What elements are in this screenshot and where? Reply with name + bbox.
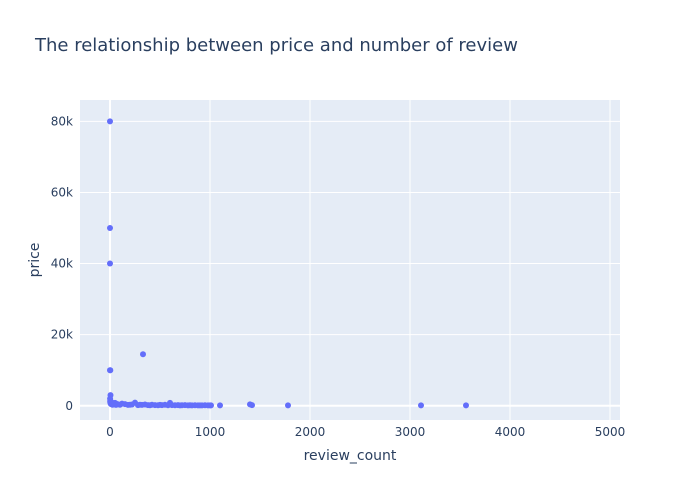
x-gridlines	[109, 100, 611, 420]
y-tick-label: 40k	[51, 257, 73, 271]
x-axis-title: review_count	[304, 448, 397, 464]
data-point	[217, 402, 223, 409]
data-point	[140, 351, 146, 358]
plot-background	[80, 100, 620, 420]
x-tick-label: 4000	[495, 425, 526, 439]
data-point	[107, 260, 113, 267]
x-tick-label: 2000	[295, 425, 326, 439]
y-tick-label: 80k	[51, 114, 73, 128]
y-tick-label: 0	[65, 399, 73, 413]
y-axis-title: price	[27, 243, 43, 278]
data-point	[107, 225, 113, 231]
y-tick-label: 20k	[51, 328, 73, 342]
y-tick-labels: 0 20k 40k 60k 80k	[51, 114, 73, 412]
x-tick-label: 5000	[595, 425, 626, 439]
data-point	[107, 367, 114, 374]
data-points	[107, 118, 469, 409]
data-point	[249, 402, 255, 409]
x-tick-label: 3000	[395, 425, 426, 439]
data-point	[208, 402, 214, 409]
data-point	[463, 402, 469, 409]
data-point	[107, 118, 113, 125]
x-tick-labels: 0 1000 2000 3000 4000 5000	[106, 425, 625, 439]
data-point	[418, 402, 424, 409]
chart-title: The relationship between price and numbe…	[34, 35, 518, 56]
data-point	[285, 402, 291, 409]
x-tick-label: 0	[106, 425, 114, 439]
y-tick-label: 60k	[51, 185, 73, 199]
x-tick-label: 1000	[195, 425, 226, 439]
